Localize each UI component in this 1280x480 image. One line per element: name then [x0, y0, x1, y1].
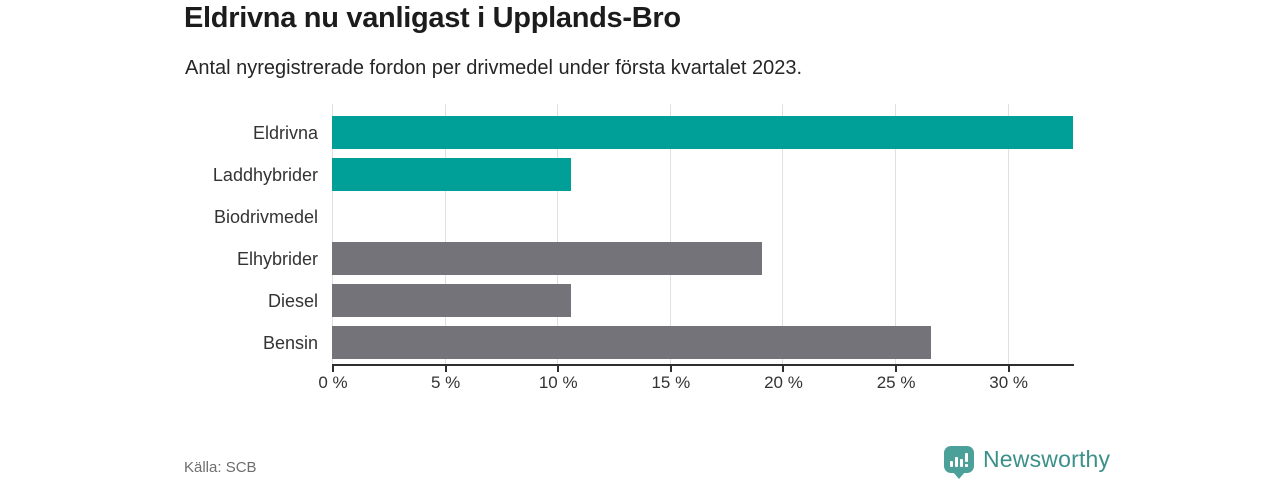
bar-diesel [332, 284, 571, 317]
brand-wordmark: Newsworthy [983, 446, 1111, 472]
x-axis-tick-label-20: 20 % [764, 373, 803, 392]
x-axis-tick-label-0: 0 % [318, 373, 348, 392]
brand-logo: Newsworthy [944, 446, 1111, 479]
x-axis-tick-10 [557, 366, 560, 372]
x-axis-tick-label-15: 15 % [651, 373, 691, 392]
logo-exclamation [965, 453, 968, 467]
logo-bar-medium [960, 459, 963, 467]
gridline-25 [895, 104, 897, 364]
logo-bar-small [950, 461, 953, 467]
category-label-bensin: Bensin [262, 332, 318, 353]
category-label-biodrivmedel: Biodrivmedel [213, 206, 318, 227]
gridline-0 [332, 104, 333, 364]
source-note: Källa: SCB [184, 459, 257, 476]
x-axis-tick-20 [782, 366, 785, 372]
x-axis-tick-label-30: 30 % [989, 373, 1029, 392]
gridline-10 [557, 104, 559, 364]
x-axis-tick-label-10: 10 % [538, 373, 578, 392]
x-axis-tick-25 [895, 366, 898, 372]
gridline-5 [444, 104, 446, 364]
x-axis-line [332, 364, 1074, 366]
x-axis-tick-0 [332, 366, 334, 372]
category-label-elhybrider: Elhybrider [236, 248, 318, 269]
newsworthy-logo-icon [944, 446, 974, 479]
category-label-diesel: Diesel [267, 290, 318, 311]
gridline-15 [669, 104, 671, 364]
bar-elhybrider [332, 242, 763, 275]
chart-title: Eldrivna nu vanligast i Upplands-Bro [184, 2, 681, 34]
x-axis-tick-30 [1007, 366, 1010, 372]
x-axis-tick-5 [444, 366, 447, 372]
bar-bensin [332, 326, 932, 359]
x-axis-tick-15 [669, 366, 672, 372]
category-label-eldrivna: Eldrivna [252, 122, 318, 143]
chart-subtitle: Antal nyregistrerade fordon per drivmede… [185, 57, 803, 79]
bar-eldrivna [332, 116, 1073, 149]
gridline-20 [782, 104, 784, 364]
gridline-30 [1007, 104, 1009, 364]
bar-laddhybrider [332, 158, 571, 191]
category-label-laddhybrider: Laddhybrider [212, 164, 318, 185]
x-axis-tick-label-5: 5 % [430, 373, 461, 392]
plot-area [332, 104, 1073, 364]
logo-bar-tall [955, 457, 958, 467]
logo-pin-tail [953, 472, 965, 479]
x-axis-tick-label-25: 25 % [876, 373, 916, 392]
